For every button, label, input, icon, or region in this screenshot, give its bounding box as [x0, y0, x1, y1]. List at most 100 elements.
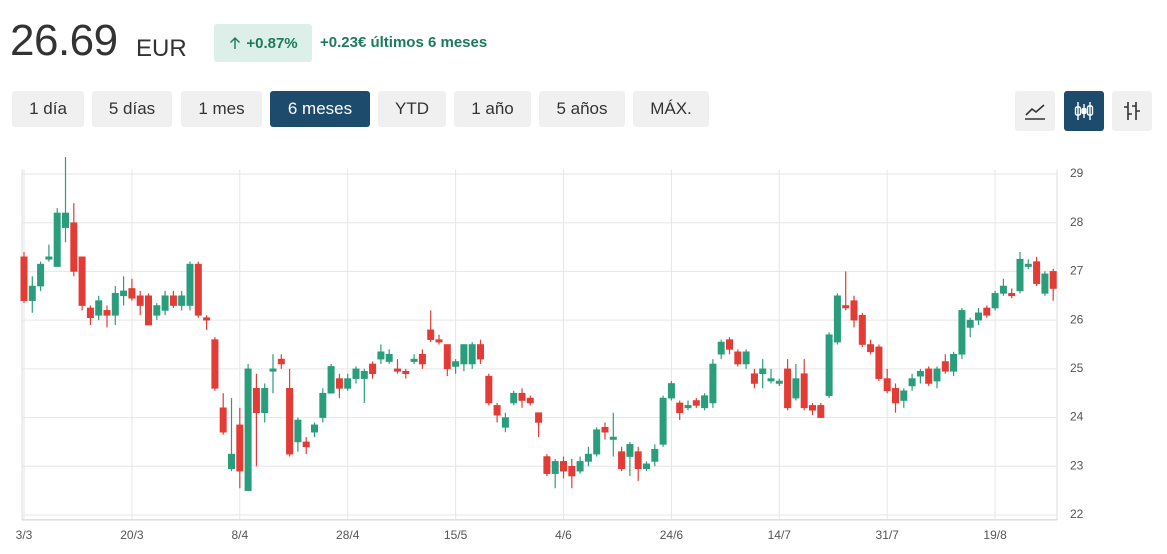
candle-body — [966, 319, 974, 328]
candle-body — [908, 378, 916, 387]
candle-body — [178, 295, 186, 306]
range-button[interactable]: 1 día — [12, 91, 84, 127]
candle-body — [559, 461, 567, 472]
candle-body — [684, 405, 692, 409]
candle-body — [535, 412, 543, 423]
candle-body — [609, 436, 617, 440]
line-chart-button[interactable] — [1015, 91, 1055, 131]
candle-body — [452, 361, 460, 367]
y-tick-label: 27 — [1070, 264, 1084, 278]
candle-body — [742, 351, 750, 365]
range-button[interactable]: 5 años — [539, 91, 625, 127]
candle-body — [842, 305, 850, 309]
candle-body — [194, 263, 202, 316]
candle-body — [310, 424, 318, 433]
candle-body — [203, 317, 211, 321]
candle-body — [709, 363, 717, 404]
candle-body — [294, 419, 302, 443]
candle-body — [651, 448, 659, 462]
candle-body — [825, 334, 833, 396]
ohlc-icon — [1124, 102, 1140, 120]
candle-body — [551, 461, 559, 474]
candle-body — [974, 312, 982, 321]
range-button[interactable]: 6 meses — [270, 91, 370, 127]
range-button[interactable]: 1 mes — [181, 91, 262, 127]
candle-icon — [1074, 102, 1094, 120]
x-tick-label: 8/4 — [231, 528, 248, 542]
candle-body — [236, 424, 244, 472]
candle-body — [468, 344, 476, 365]
candle-body — [725, 339, 733, 350]
candle-chart-button[interactable] — [1064, 91, 1104, 131]
candle-body — [900, 390, 908, 401]
candle-body — [510, 392, 518, 404]
candle-body — [136, 295, 144, 306]
line-icon — [1025, 104, 1045, 120]
candle-body — [1049, 271, 1057, 289]
range-button[interactable]: 5 días — [92, 91, 172, 127]
candle-body — [344, 378, 352, 389]
candle-body — [576, 461, 584, 472]
candle-body — [808, 405, 816, 411]
candle-body — [717, 341, 725, 355]
change-text: +0.23€ últimos 6 meses — [320, 34, 488, 51]
candle-body — [701, 395, 709, 409]
candle-body — [169, 295, 177, 306]
candle-body — [692, 400, 700, 406]
candle-body — [385, 353, 393, 362]
range-button[interactable]: MÁX. — [633, 91, 709, 127]
candle-body — [518, 392, 526, 401]
up-arrow — [230, 37, 241, 49]
x-tick-label: 3/3 — [16, 528, 33, 542]
candle-body — [817, 405, 825, 418]
candle-body — [1024, 263, 1032, 267]
candle-body — [584, 453, 592, 462]
candle-body — [941, 361, 949, 372]
x-tick-label: 14/7 — [768, 528, 792, 542]
candle-body — [145, 295, 153, 326]
y-tick-label: 23 — [1070, 458, 1084, 472]
candle-body — [667, 383, 675, 399]
y-tick-label: 22 — [1070, 507, 1084, 521]
candle-body — [153, 305, 161, 316]
candle-body — [759, 368, 767, 375]
candle-body — [526, 397, 534, 404]
candle-body — [891, 388, 899, 404]
candle-body — [120, 290, 128, 297]
y-tick-label: 26 — [1070, 312, 1084, 326]
candle-body — [800, 373, 808, 409]
candle-body — [369, 363, 377, 375]
range-button[interactable]: YTD — [378, 91, 446, 127]
candle-body — [261, 388, 269, 414]
candle-body — [219, 407, 227, 433]
candle-body — [1033, 261, 1041, 284]
candle-body — [659, 397, 667, 445]
candle-body — [750, 373, 758, 384]
candle-body — [402, 370, 410, 375]
candle-body — [78, 256, 86, 306]
candle-body — [244, 368, 252, 491]
candle-body — [543, 456, 551, 474]
range-button[interactable]: 1 año — [454, 91, 531, 127]
candle-body — [418, 353, 426, 365]
candle-body — [377, 351, 385, 360]
candle-body — [410, 358, 418, 362]
candle-body — [676, 402, 684, 414]
candle-body — [792, 378, 800, 399]
candle-body — [103, 310, 111, 316]
change-percent: +0.87% — [246, 34, 298, 52]
currency: EUR — [136, 35, 187, 62]
candle-body — [867, 344, 875, 353]
ohlc-chart-button[interactable] — [1112, 91, 1152, 131]
candle-body — [277, 358, 285, 365]
candle-body — [933, 368, 941, 382]
candle-body — [593, 429, 601, 455]
candle-body — [618, 451, 626, 470]
candle-body — [958, 310, 966, 355]
x-tick-label: 28/4 — [336, 528, 360, 542]
candle-body — [875, 346, 883, 379]
candle-body — [45, 256, 53, 260]
candle-body — [393, 368, 401, 372]
candle-body — [775, 380, 783, 384]
